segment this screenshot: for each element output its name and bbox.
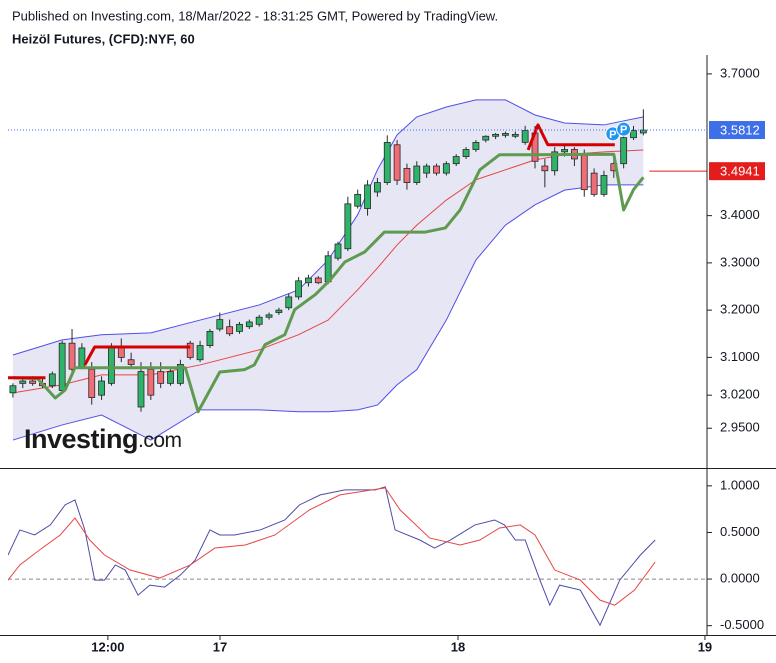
candle-body (9, 385, 17, 394)
band-line (12, 99, 644, 356)
candle-body (216, 319, 224, 330)
candle-body (492, 133, 500, 137)
candle-body (423, 165, 431, 174)
y-tick-label: 3.3000 (720, 254, 760, 269)
candle-body (630, 130, 637, 139)
candle-body (600, 175, 608, 195)
pivot-label: P (620, 124, 627, 136)
candle-body (245, 321, 253, 328)
pivot-label: P (609, 129, 616, 141)
candle-body (108, 347, 115, 384)
watermark-brand: Investing (24, 424, 138, 454)
candle-body (521, 130, 529, 143)
candle-body (433, 165, 440, 174)
candle-body (265, 314, 273, 318)
y-tick-label: 0.0000 (720, 571, 760, 586)
candle-body (462, 149, 470, 157)
candle-body (442, 163, 450, 174)
band-line (12, 184, 644, 441)
candle-body (206, 330, 214, 346)
candle-body (196, 345, 204, 361)
y-tick-label: 1.0000 (720, 477, 760, 492)
y-tick-label: 3.7000 (720, 65, 760, 80)
candle-body (482, 135, 490, 141)
watermark-suffix: .com (138, 429, 182, 452)
candle-body (147, 368, 155, 396)
candle-body (541, 165, 549, 172)
oscillator-line (8, 486, 656, 627)
candle-body (186, 342, 194, 358)
y-tick-label: 3.4000 (720, 207, 760, 222)
candle-body (137, 371, 145, 408)
price-tag (709, 121, 765, 140)
price-tag-label: 3.5812 (720, 122, 760, 137)
price-tag-label: 3.4941 (720, 164, 760, 179)
y-tick-label: 0.5000 (720, 524, 760, 539)
candle-body (393, 144, 401, 181)
oscillator-line (8, 487, 656, 606)
candle-body (413, 165, 421, 183)
candle-body (157, 371, 165, 384)
candle-body (167, 371, 174, 384)
plot-area (8, 486, 707, 627)
candle-body (98, 380, 105, 396)
indicator-line (12, 152, 645, 414)
candle-body (620, 137, 628, 165)
candle-body (88, 368, 96, 398)
candle-body (364, 184, 371, 209)
price-tag (709, 162, 765, 181)
x-tick-label: 17 (213, 639, 227, 654)
x-tick-label: 18 (451, 639, 465, 654)
candle-body (117, 347, 125, 358)
x-tick-label: 19 (698, 639, 712, 654)
candle-body (334, 243, 342, 259)
plot-area (8, 99, 647, 441)
candle-body (373, 182, 381, 193)
candle-body (295, 280, 302, 298)
candle-body (255, 316, 263, 325)
candle-body (561, 149, 568, 153)
candle-body (639, 129, 647, 134)
y-tick-label: 3.2000 (720, 302, 760, 317)
candle-body (502, 133, 509, 136)
candle-body (275, 309, 283, 313)
candle-body (127, 359, 135, 365)
instrument-title: Heizöl Futures, (CFD):NYF, 60 (12, 31, 195, 46)
candle-body (305, 277, 312, 284)
y-tick-label: 2.9500 (720, 420, 760, 435)
candle-body (580, 153, 588, 191)
pivot-marker (616, 121, 632, 137)
candle-body (590, 172, 598, 195)
candle-body (58, 342, 66, 391)
candle-body (29, 380, 37, 384)
candle-body (551, 151, 559, 172)
candle-body (236, 323, 243, 332)
candle-body (383, 142, 391, 183)
candle-body (403, 167, 411, 183)
candle-body (511, 133, 519, 137)
candle-body (314, 277, 322, 284)
candle-body (19, 380, 27, 384)
candle-body (472, 142, 480, 150)
y-tick-label: 3.0200 (720, 387, 760, 402)
candle-body (344, 203, 352, 250)
header-source: Published on Investing.com, 18/Mar/2022 … (12, 8, 498, 23)
watermark: Investing.com (24, 424, 182, 454)
candle-body (176, 364, 184, 384)
y-tick-label: 3.1000 (720, 349, 760, 364)
candle-body (68, 342, 76, 370)
candle-body (354, 193, 362, 207)
indicator-line (8, 123, 615, 380)
x-tick-label: 12:00 (91, 639, 124, 654)
candle-body (452, 156, 460, 165)
candle-body (226, 326, 234, 335)
candle-body (285, 296, 293, 309)
y-tick-label: -0.5000 (720, 617, 764, 632)
candle-body (48, 373, 56, 387)
